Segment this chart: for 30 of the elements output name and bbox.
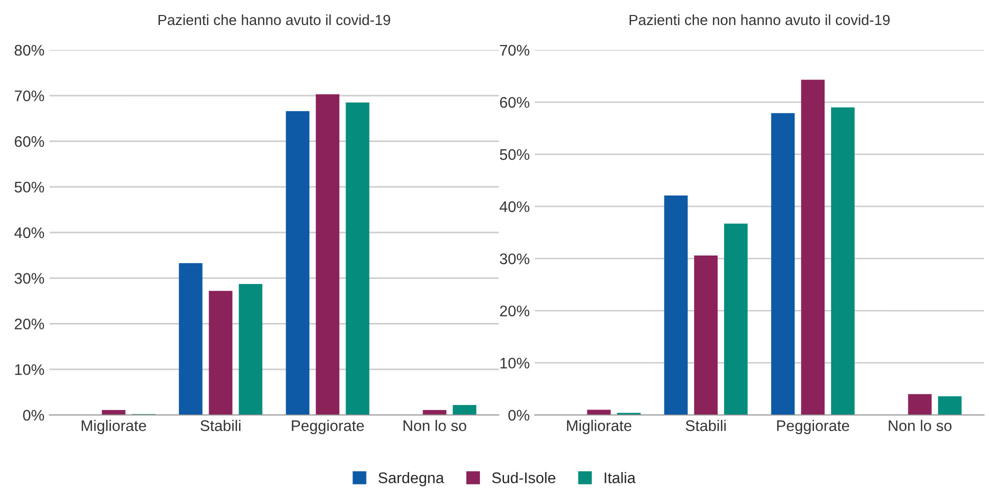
legend-label: Italia — [604, 472, 636, 484]
y-tick-label: 50% — [14, 182, 44, 193]
x-tick-label: Stabili — [686, 420, 726, 432]
y-tick-label: 70% — [14, 90, 44, 102]
y-tick-label: 60% — [500, 97, 530, 108]
y-tick-label: 20% — [500, 306, 530, 316]
y-tick-label: 60% — [14, 136, 44, 147]
y-tick-label: 30% — [14, 272, 44, 284]
x-tick-label: Stabili — [200, 420, 240, 432]
x-tick-label: Migliorate — [82, 420, 146, 434]
x-tick-label: Peggiorate — [292, 420, 364, 434]
x-tick-label: Migliorate — [567, 420, 632, 434]
y-tick-label: 80% — [14, 44, 44, 56]
x-tick-label: Non lo so — [888, 420, 952, 432]
y-tick-label: 50% — [500, 149, 530, 160]
y-tick-label: 40% — [14, 227, 44, 238]
y-tick-label: 70% — [500, 44, 530, 56]
legend-label: Sud-Isole — [492, 472, 556, 484]
x-tick-label: Peggiorate — [777, 420, 850, 434]
y-tick-label: 40% — [500, 201, 530, 212]
x-tick-label: Non lo so — [404, 420, 466, 432]
chart-title: Pazienti che hanno avuto il covid-19 — [158, 14, 390, 26]
y-tick-label: 0% — [508, 410, 530, 421]
y-tick-label: 10% — [500, 358, 530, 369]
chart-title: Pazienti che non hanno avuto il covid-19 — [630, 14, 890, 26]
y-tick-label: 20% — [14, 318, 44, 330]
y-tick-label: 30% — [500, 253, 530, 264]
y-tick-label: 0% — [23, 410, 44, 421]
y-tick-label: 10% — [15, 364, 44, 376]
legend-label: Sardegna — [378, 472, 444, 486]
